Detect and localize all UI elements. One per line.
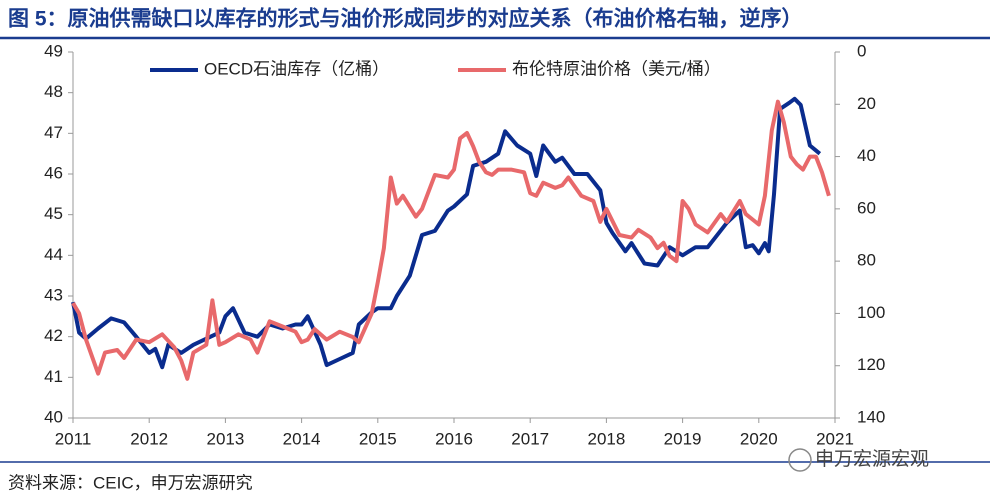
x-tick-label: 2014 — [283, 429, 321, 448]
watermark-icon — [788, 448, 812, 472]
y-tick-label: 48 — [44, 82, 63, 101]
y2-tick-label: 80 — [857, 251, 876, 270]
x-tick-label: 2018 — [587, 429, 625, 448]
x-tick-label: 2011 — [55, 429, 92, 448]
y-tick-label: 40 — [44, 407, 63, 426]
x-tick-label: 2020 — [740, 429, 778, 448]
series-line — [71, 99, 831, 381]
y-tick-label: 42 — [44, 326, 63, 345]
watermark: 申万宏源宏观 — [815, 448, 929, 470]
y2-tick-label: 100 — [857, 303, 885, 322]
y-tick-label: 44 — [44, 245, 63, 264]
y2-tick-label: 120 — [857, 355, 885, 374]
x-tick-label: 2012 — [130, 429, 168, 448]
y-tick-label: 46 — [44, 163, 63, 182]
y-tick-label: 49 — [44, 41, 63, 60]
x-tick-label: 2019 — [664, 429, 702, 448]
x-tick-label: 2015 — [359, 429, 397, 448]
legend-label: 布伦特原油价格（美元/桶） — [512, 59, 721, 78]
y2-tick-label: 0 — [857, 41, 866, 60]
x-tick-label: 2016 — [435, 429, 473, 448]
y-tick-label: 43 — [44, 285, 63, 304]
y2-tick-label: 20 — [857, 94, 876, 113]
chart-title: 图 5：原油供需缺口以库存的形式与油价形成同步的对应关系（布油价格右轴，逆序） — [8, 7, 803, 31]
source-note: 资料来源：CEIC，申万宏源研究 — [8, 473, 253, 492]
x-tick-label: 2013 — [206, 429, 244, 448]
y-tick-label: 41 — [44, 367, 63, 386]
x-tick-label: 2021 — [816, 429, 854, 448]
y2-tick-label: 140 — [857, 407, 885, 426]
x-tick-label: 2017 — [511, 429, 549, 448]
series-line — [71, 96, 822, 370]
y-tick-label: 47 — [44, 123, 63, 142]
legend-label: OECD石油库存（亿桶） — [204, 59, 389, 78]
y-tick-label: 45 — [44, 204, 63, 223]
y2-tick-label: 60 — [857, 198, 876, 217]
y2-tick-label: 40 — [857, 146, 876, 165]
